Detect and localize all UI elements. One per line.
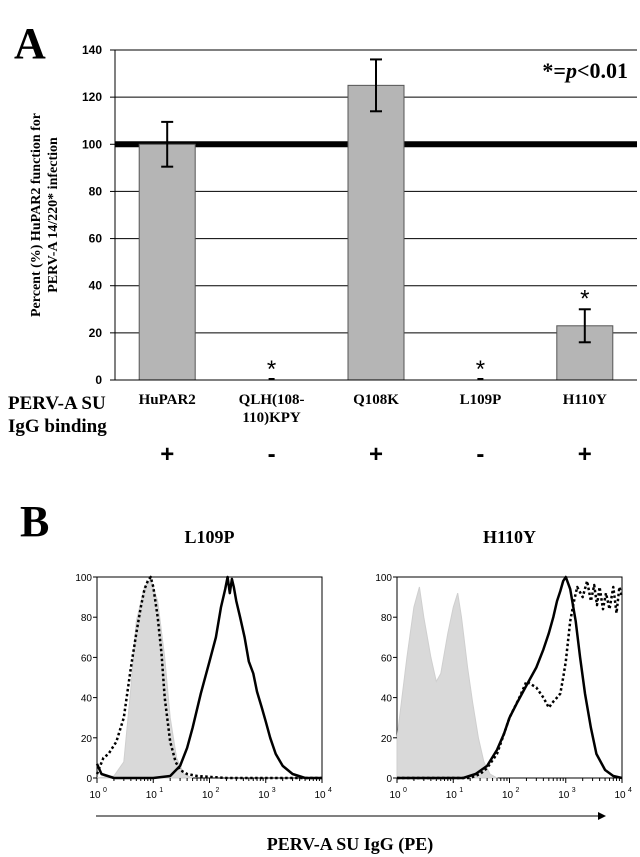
y-tick-label: 20 xyxy=(89,326,103,340)
x-tick-label: 10 xyxy=(146,790,158,801)
y-axis-label-line: PERV-A 14/220* infection xyxy=(46,137,61,293)
y-tick-label: 120 xyxy=(82,90,102,104)
x-tick-exponent: 2 xyxy=(516,787,520,794)
x-tick-exponent: 1 xyxy=(459,787,463,794)
y-tick-label: 60 xyxy=(81,653,93,664)
binding-value: + xyxy=(369,441,383,468)
significance-star: * xyxy=(267,356,276,383)
x-tick-exponent: 2 xyxy=(216,787,220,794)
x-tick-label: 10 xyxy=(558,790,570,801)
x-tick-exponent: 0 xyxy=(103,787,107,794)
x-tick-label: 10 xyxy=(258,790,270,801)
wildtype-curve-solid xyxy=(397,575,623,780)
binding-row-label: PERV-A SU xyxy=(8,393,106,414)
y-tick-label: 100 xyxy=(82,137,102,151)
significance-star: * xyxy=(580,285,589,312)
x-tick-label: 10 xyxy=(89,790,101,801)
bar xyxy=(347,84,405,381)
x-tick-exponent: 4 xyxy=(628,787,632,794)
y-tick-label: 140 xyxy=(82,43,102,57)
y-tick-label: 60 xyxy=(381,653,393,664)
binding-value: + xyxy=(160,441,174,468)
significance-annotation: *=p<0.01 xyxy=(542,58,628,83)
x-tick-exponent: 0 xyxy=(403,787,407,794)
shared-x-axis-label: PERV-A SU IgG (PE) xyxy=(267,834,434,855)
y-tick-label: 80 xyxy=(381,613,393,624)
binding-row-label: IgG binding xyxy=(8,416,107,437)
y-tick-label: 0 xyxy=(95,373,102,387)
x-tick-label: 10 xyxy=(502,790,514,801)
bar-chart-y-axis-label: Percent (%) HuPAR2 function for PERV-A 14… xyxy=(29,113,61,317)
category-label: L109P xyxy=(460,392,502,408)
bar-chart-bars: * * * xyxy=(138,58,614,383)
binding-value: + xyxy=(578,441,592,468)
y-tick-label: 80 xyxy=(81,613,93,624)
y-tick-label: 40 xyxy=(89,279,103,293)
x-tick-label: 10 xyxy=(202,790,214,801)
isotype-control-fill xyxy=(396,586,499,779)
y-tick-label: 20 xyxy=(381,734,393,745)
binding-value: - xyxy=(268,441,276,468)
x-tick-label: 10 xyxy=(614,790,626,801)
mutant-curve-dotted xyxy=(95,575,322,780)
histogram-title: L109P xyxy=(184,527,234,547)
panel-b-label: B xyxy=(20,497,49,546)
y-tick-label: 100 xyxy=(375,573,392,584)
bar-chart-axes: 0 20 40 60 80 100 120 140 HuPAR2 QLH(108- 110)KPY Q… xyxy=(82,43,637,426)
x-tick-label: 10 xyxy=(314,790,326,801)
category-label: H110Y xyxy=(563,392,607,408)
significance-star: * xyxy=(476,356,485,383)
binding-value: - xyxy=(476,441,484,468)
category-label: HuPAR2 xyxy=(139,392,196,408)
x-tick-exponent: 1 xyxy=(159,787,163,794)
y-axis-label-line: Percent (%) HuPAR2 function for xyxy=(29,113,44,317)
y-tick-label: 20 xyxy=(81,734,93,745)
x-tick-exponent: 3 xyxy=(272,787,276,794)
bar xyxy=(138,143,196,381)
x-tick-exponent: 4 xyxy=(328,787,332,794)
category-label: 110)KPY xyxy=(242,410,300,426)
panel-a-label: A xyxy=(14,19,46,68)
x-tick-label: 10 xyxy=(389,790,401,801)
y-tick-label: 100 xyxy=(75,573,92,584)
y-tick-label: 60 xyxy=(89,232,103,246)
y-tick-label: 0 xyxy=(86,774,92,785)
y-tick-label: 80 xyxy=(89,184,103,198)
category-label: QLH(108- xyxy=(239,392,305,408)
wildtype-curve-solid xyxy=(95,575,322,780)
histogram-title: H110Y xyxy=(483,527,536,547)
category-label: Q108K xyxy=(353,392,399,408)
x-tick-exponent: 3 xyxy=(572,787,576,794)
x-tick-label: 10 xyxy=(446,790,458,801)
y-tick-label: 0 xyxy=(386,774,392,785)
y-tick-label: 40 xyxy=(381,694,393,705)
x-axis-arrowhead xyxy=(598,812,606,820)
y-tick-label: 40 xyxy=(81,694,93,705)
